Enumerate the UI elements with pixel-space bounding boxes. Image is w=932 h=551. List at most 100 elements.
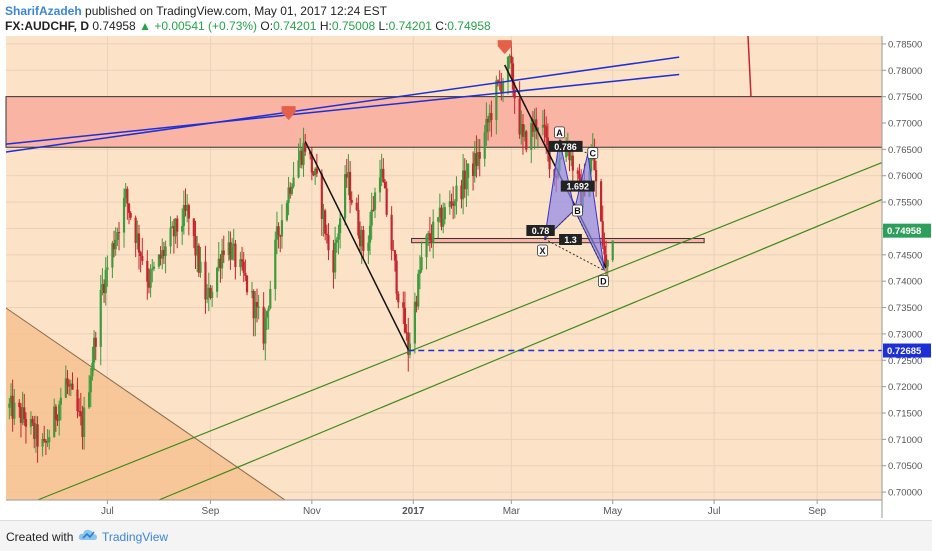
candle-body — [53, 406, 56, 438]
red-vertical-line — [747, 35, 752, 97]
candle-body — [593, 149, 596, 171]
candle-body — [347, 171, 350, 178]
candle-body — [279, 235, 282, 237]
candle-body — [453, 201, 456, 206]
candle-body — [520, 124, 523, 135]
change-value: +0.00541 (+0.73%) — [154, 19, 258, 33]
candle-body — [360, 229, 363, 247]
current-price-tag-bg — [883, 223, 931, 238]
candle-body — [262, 306, 265, 344]
candle-body — [408, 343, 412, 355]
open-label: O: — [260, 19, 274, 33]
candle-body — [324, 210, 327, 234]
candle-body — [611, 240, 614, 261]
candle-body — [19, 407, 23, 423]
candle-body — [250, 291, 254, 293]
candle-body — [478, 152, 481, 159]
candle-body — [462, 170, 465, 200]
ohlc-line: FX:AUDCHF, D 0.74958 ▲ +0.00541 (+0.73%)… — [5, 19, 491, 33]
candle-body — [599, 181, 603, 222]
candle-body — [78, 410, 81, 412]
candle-body — [501, 81, 505, 93]
pattern-point-badge — [554, 126, 565, 139]
candle-body — [415, 301, 418, 307]
candle-body — [157, 254, 161, 267]
pattern-point-b: B — [574, 206, 581, 216]
candle-body — [232, 243, 235, 246]
candle-body — [69, 383, 72, 387]
ratio-label: 0.786 — [554, 142, 577, 152]
candle-body — [29, 419, 33, 427]
candle-body — [510, 55, 513, 64]
candle-body — [531, 123, 535, 132]
y-tick-label: 0.70000 — [888, 488, 922, 499]
tradingview-cloud-icon — [78, 529, 97, 540]
candle-body — [136, 233, 139, 243]
publish-info: published on TradingView.com, May 01, 20… — [85, 4, 387, 18]
candle-body — [315, 168, 318, 174]
candle-body — [289, 187, 292, 194]
candle-body — [229, 242, 232, 260]
ratio-badge — [526, 225, 555, 236]
candle-body — [370, 209, 373, 226]
last-price: 0.74958 — [92, 19, 136, 33]
candle-body — [397, 293, 400, 303]
candle-body — [172, 226, 175, 237]
candle-body — [348, 171, 352, 201]
candle-body — [455, 185, 458, 202]
ratio-label: 0.78 — [532, 226, 550, 236]
candle-body — [124, 188, 127, 198]
candle-body — [59, 397, 62, 405]
candle-body — [79, 411, 82, 417]
candle-body — [420, 257, 423, 271]
candle-body — [267, 308, 270, 312]
candle-body — [430, 240, 433, 243]
ratio-badge — [560, 180, 595, 192]
ratio-label: 1.3 — [564, 235, 577, 245]
candle-body — [390, 214, 393, 250]
support-zone — [411, 237, 705, 244]
low-value: 0.74201 — [388, 19, 432, 33]
tradingview-brand-link[interactable]: TradingView — [102, 530, 169, 544]
candle-body — [242, 261, 245, 273]
candle-body — [310, 154, 313, 173]
candle-body — [134, 217, 137, 243]
candle-body — [578, 173, 581, 179]
candle-body — [71, 383, 74, 390]
publish-line: SharifAzadeh published on TradingView.co… — [5, 4, 387, 18]
candle-body — [355, 202, 358, 210]
resistance-zone — [5, 96, 883, 148]
candle-body — [603, 245, 606, 255]
candle-body — [206, 297, 209, 300]
candle-body — [46, 442, 49, 444]
author-link[interactable]: SharifAzadeh — [5, 4, 82, 18]
y-tick-label: 0.70500 — [888, 461, 922, 472]
candle-body — [104, 269, 107, 294]
created-with-label: Created with — [6, 530, 74, 544]
candle-body — [438, 207, 441, 218]
candle-body — [465, 178, 468, 190]
candle-body — [217, 258, 220, 268]
candle-body — [171, 226, 174, 228]
candle-body — [94, 337, 97, 347]
green-trendline-lower — [158, 198, 883, 501]
candle-body — [240, 259, 244, 262]
candle-body — [508, 55, 511, 58]
candle-body — [541, 124, 545, 128]
y-tick-label: 0.76500 — [888, 145, 922, 156]
candle-body — [463, 170, 466, 190]
candle-body — [314, 168, 317, 176]
drawing-triangle-edge — [5, 307, 286, 501]
candle-body — [234, 243, 237, 268]
candle-body — [275, 226, 279, 240]
y-tick-label: 0.74500 — [888, 250, 922, 261]
candle-body — [34, 424, 38, 439]
x-axis-background — [6, 500, 882, 518]
candle-body — [151, 268, 154, 270]
candle-body — [112, 243, 116, 250]
candle-body — [413, 301, 417, 344]
candle-body — [33, 423, 36, 439]
candle-body — [255, 301, 259, 308]
candles — [8, 41, 614, 463]
